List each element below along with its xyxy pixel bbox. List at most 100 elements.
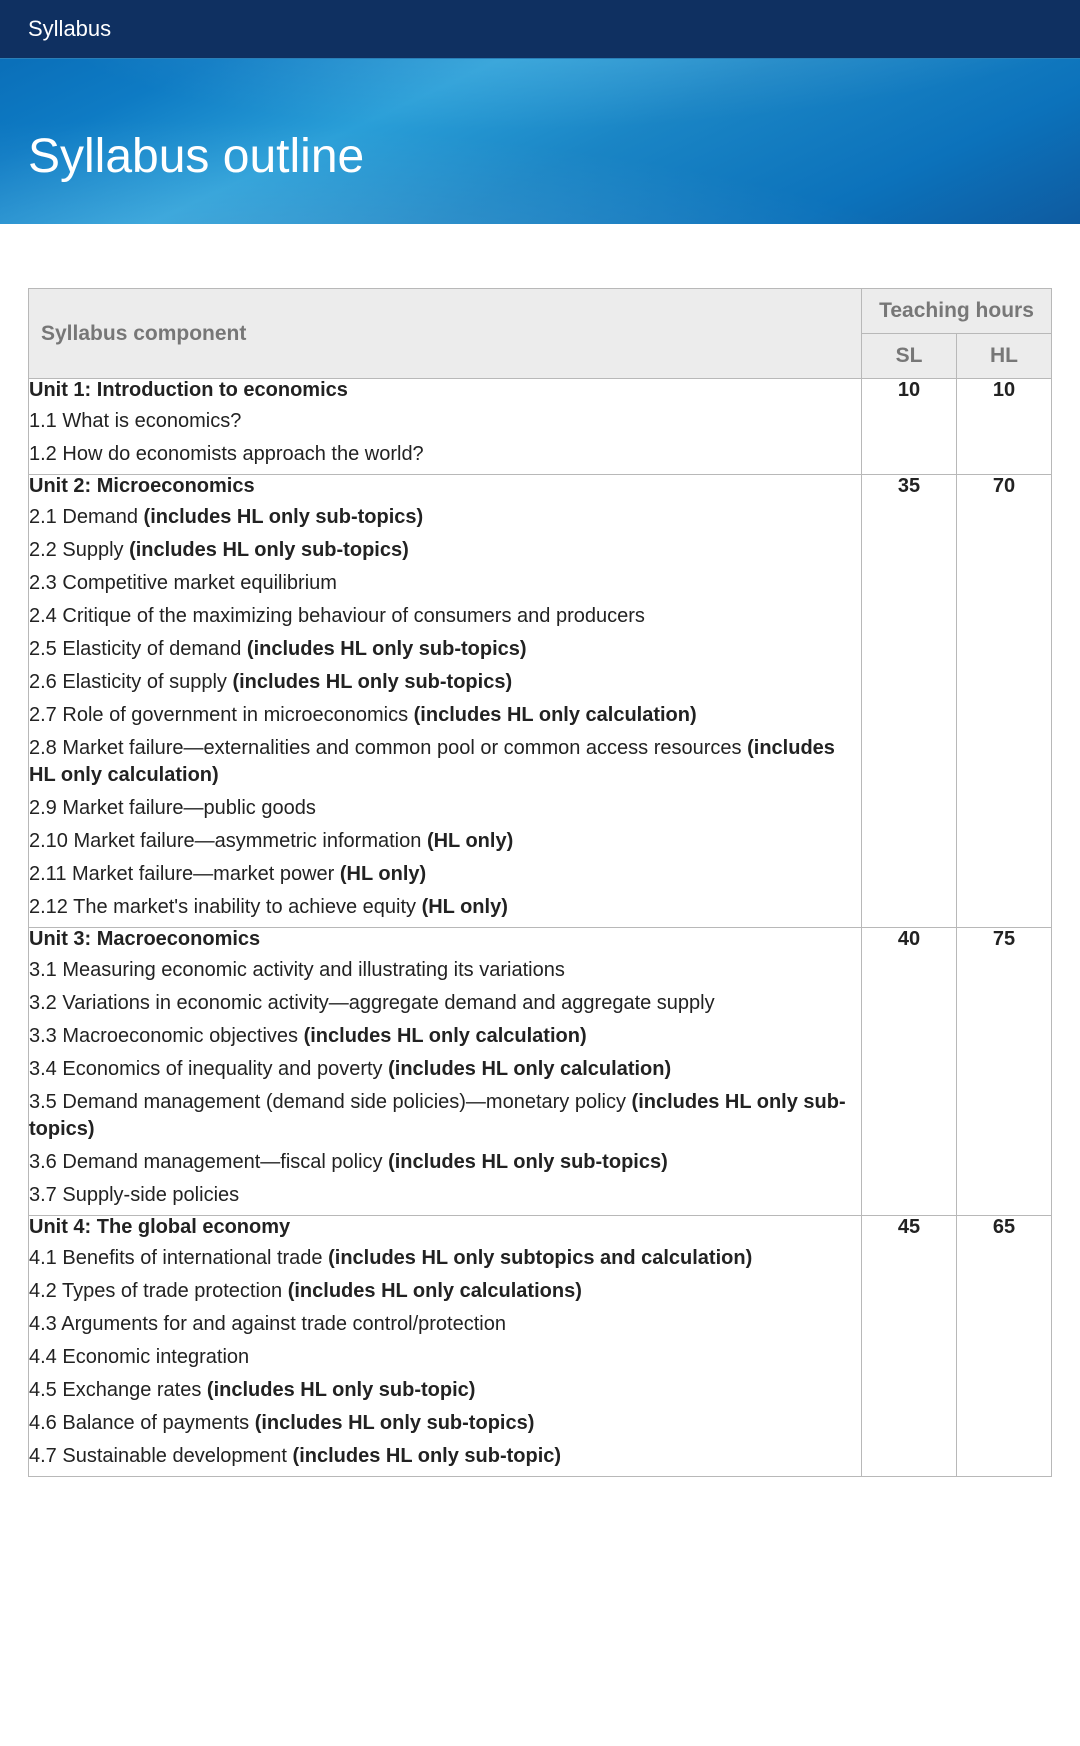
topic: 2.4 Critique of the maximizing behaviour… xyxy=(29,603,861,630)
topic: 4.6 Balance of payments (includes HL onl… xyxy=(29,1410,861,1437)
topic-note: (includes HL only calculation) xyxy=(414,704,697,726)
topic-note: (includes HL only sub-topics) xyxy=(255,1412,535,1434)
topic-number: 2.1 xyxy=(29,506,57,528)
topic-number: 4.4 xyxy=(29,1346,57,1368)
hl-hours: 75 xyxy=(957,928,1052,1216)
hl-hours: 70 xyxy=(957,475,1052,928)
topic: 2.8 Market failure—externalities and com… xyxy=(29,735,861,789)
topic: 4.7 Sustainable development (includes HL… xyxy=(29,1443,861,1470)
topic-text: Supply-side policies xyxy=(62,1184,239,1206)
topic-number: 2.9 xyxy=(29,797,57,819)
table-head: Syllabus component Teaching hours SL HL xyxy=(29,289,1052,379)
topic: 2.2 Supply (includes HL only sub-topics) xyxy=(29,537,861,564)
sl-hours: 40 xyxy=(862,928,957,1216)
topic-number: 4.6 xyxy=(29,1412,57,1434)
content-area: Syllabus component Teaching hours SL HL … xyxy=(0,224,1080,1517)
hl-hours: 10 xyxy=(957,379,1052,475)
topic-text: Demand management (demand side policies)… xyxy=(62,1091,626,1113)
topic-number: 4.3 xyxy=(29,1313,57,1335)
topic-text: What is economics? xyxy=(62,410,241,432)
topic-text: Market failure—externalities and common … xyxy=(62,737,741,759)
topic-number: 3.1 xyxy=(29,959,57,981)
unit-cell: Unit 4: The global economy 4.1 Benefits o… xyxy=(29,1216,862,1477)
topic-number: 1.2 xyxy=(29,443,57,465)
topic-number: 3.3 xyxy=(29,1025,57,1047)
breadcrumb-bar: Syllabus xyxy=(0,0,1080,58)
topic-text: Market failure—public goods xyxy=(62,797,315,819)
topic: 3.1 Measuring economic activity and illu… xyxy=(29,957,861,984)
topic-text: Types of trade protection xyxy=(62,1280,282,1302)
topic-note: (includes HL only sub-topics) xyxy=(232,671,512,693)
topic-number: 2.12 xyxy=(29,896,68,918)
unit-title: Unit 2: Microeconomics xyxy=(29,475,861,498)
topic: 4.1 Benefits of international trade (inc… xyxy=(29,1245,861,1272)
topic-number: 2.5 xyxy=(29,638,57,660)
topic-note: (includes HL only sub-topics) xyxy=(144,506,424,528)
topic-note: (HL only) xyxy=(340,863,426,885)
topic: 3.6 Demand management—fiscal policy (inc… xyxy=(29,1149,861,1176)
topic-number: 2.8 xyxy=(29,737,57,759)
topic-text: Macroeconomic objectives xyxy=(62,1025,298,1047)
table-row: Unit 4: The global economy 4.1 Benefits o… xyxy=(29,1216,1052,1477)
sl-hours: 45 xyxy=(862,1216,957,1477)
topic: 4.3 Arguments for and against trade cont… xyxy=(29,1311,861,1338)
topic: 2.1 Demand (includes HL only sub-topics) xyxy=(29,504,861,531)
topic-text: Elasticity of demand xyxy=(62,638,241,660)
topic-text: Role of government in microeconomics xyxy=(62,704,408,726)
topic: 4.2 Types of trade protection (includes … xyxy=(29,1278,861,1305)
topic-text: Market failure—asymmetric information xyxy=(74,830,422,852)
table-row: Unit 3: Macroeconomics 3.1 Measuring econ… xyxy=(29,928,1052,1216)
topic-text: Supply xyxy=(62,539,123,561)
topic-number: 3.7 xyxy=(29,1184,57,1206)
topic: 2.11 Market failure—market power (HL onl… xyxy=(29,861,861,888)
topic-text: Market failure—market power xyxy=(72,863,334,885)
topic-number: 2.2 xyxy=(29,539,57,561)
topic-text: The market's inability to achieve equity xyxy=(73,896,416,918)
topic-text: Benefits of international trade xyxy=(62,1247,322,1269)
topic-text: Elasticity of supply xyxy=(62,671,227,693)
topic-number: 2.10 xyxy=(29,830,68,852)
unit-title: Unit 3: Macroeconomics xyxy=(29,928,861,951)
topic-text: Economics of inequality and poverty xyxy=(62,1058,382,1080)
topic-text: Sustainable development xyxy=(62,1445,287,1467)
page-banner: Syllabus outline xyxy=(0,58,1080,224)
col-sl: SL xyxy=(862,334,957,379)
topic-note: (includes HL only sub-topics) xyxy=(388,1151,668,1173)
sl-hours: 35 xyxy=(862,475,957,928)
topic: 3.2 Variations in economic activity—aggr… xyxy=(29,990,861,1017)
topic-note: (includes HL only calculation) xyxy=(304,1025,587,1047)
topic-text: Arguments for and against trade control/… xyxy=(61,1313,506,1335)
topic-text: Balance of payments xyxy=(62,1412,249,1434)
table-row: Unit 1: Introduction to economics1.1 Wha… xyxy=(29,379,1052,475)
topic-number: 2.7 xyxy=(29,704,57,726)
table-body: Unit 1: Introduction to economics1.1 Wha… xyxy=(29,379,1052,1477)
syllabus-table: Syllabus component Teaching hours SL HL … xyxy=(28,288,1052,1477)
topic: 2.5 Elasticity of demand (includes HL on… xyxy=(29,636,861,663)
topic: 1.2 How do economists approach the world… xyxy=(29,441,861,468)
topic-number: 2.4 xyxy=(29,605,57,627)
topic: 4.4 Economic integration xyxy=(29,1344,861,1371)
topic-text: Critique of the maximizing behaviour of … xyxy=(62,605,645,627)
topic: 2.9 Market failure—public goods xyxy=(29,795,861,822)
hl-hours: 65 xyxy=(957,1216,1052,1477)
topic: 4.5 Exchange rates (includes HL only sub… xyxy=(29,1377,861,1404)
topic: 2.12 The market's inability to achieve e… xyxy=(29,894,861,921)
table-row: Unit 2: Microeconomics 2.1 Demand (includ… xyxy=(29,475,1052,928)
unit-title: Unit 4: The global economy xyxy=(29,1216,861,1239)
topic-number: 2.3 xyxy=(29,572,57,594)
col-hl: HL xyxy=(957,334,1052,379)
topic-number: 1.1 xyxy=(29,410,57,432)
topic-number: 3.5 xyxy=(29,1091,57,1113)
unit-cell: Unit 3: Macroeconomics 3.1 Measuring econ… xyxy=(29,928,862,1216)
topic: 3.3 Macroeconomic objectives (includes H… xyxy=(29,1023,861,1050)
topic: 2.3 Competitive market equilibrium xyxy=(29,570,861,597)
topic-text: Competitive market equilibrium xyxy=(62,572,337,594)
sl-hours: 10 xyxy=(862,379,957,475)
topic-number: 3.2 xyxy=(29,992,57,1014)
topic-text: Demand management—fiscal policy xyxy=(62,1151,382,1173)
topic-text: Economic integration xyxy=(62,1346,249,1368)
topic-note: (includes HL only calculation) xyxy=(388,1058,671,1080)
breadcrumb: Syllabus xyxy=(28,16,111,41)
topic: 2.7 Role of government in microeconomics… xyxy=(29,702,861,729)
topic-note: (HL only) xyxy=(422,896,508,918)
